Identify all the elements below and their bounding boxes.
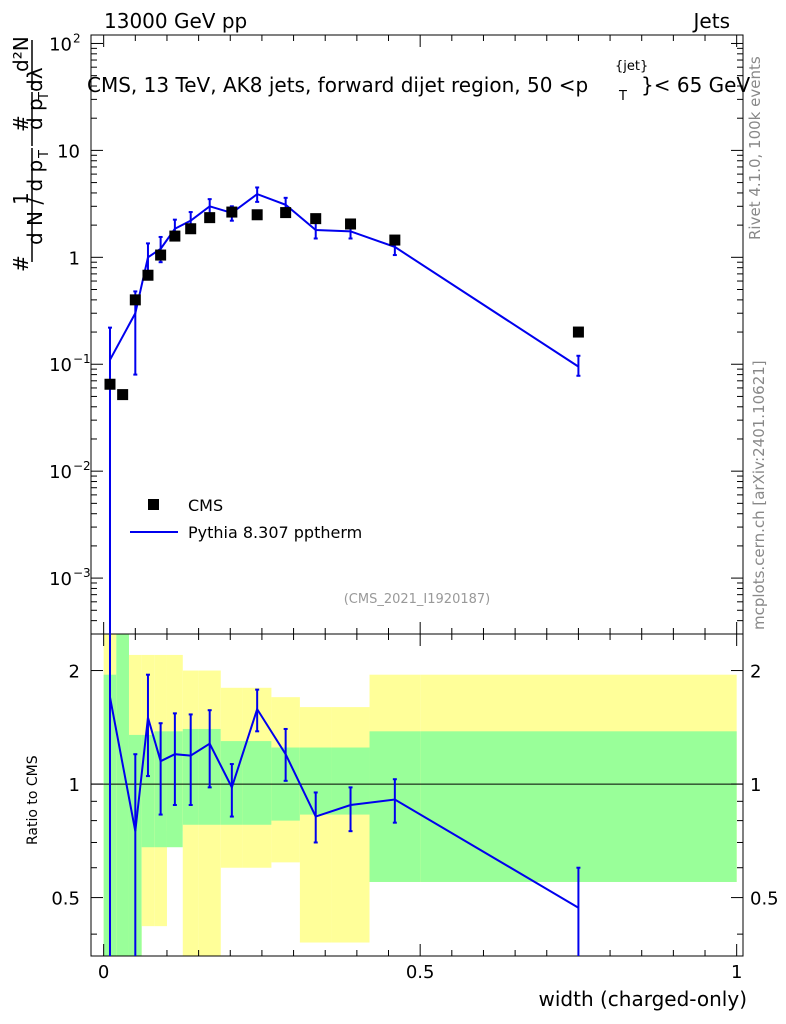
band-green-bin [420, 731, 737, 882]
y-tick-label-main: 1 [69, 248, 80, 269]
cms-point [204, 212, 216, 224]
cms-point [129, 294, 141, 306]
cms-point [310, 213, 322, 225]
svg-text:d p: d p [23, 98, 47, 130]
title-sup: {jet} [615, 59, 648, 74]
ratio-panel-frame [90, 633, 744, 957]
x-tick-label: 0 [98, 962, 109, 983]
y-tick-label-main: 10 [49, 355, 72, 376]
y-axis-label-main: # d N / d p T 1 d p T # dλ d²N [9, 36, 52, 272]
y-tick-label-main: 10 [49, 34, 72, 55]
title-sub: T [618, 89, 627, 104]
svg-text:#: # [9, 255, 33, 272]
band-green-bin [116, 634, 129, 956]
rivet-version: Rivet 4.1.0, 100k events [746, 56, 764, 240]
cms-point [572, 326, 584, 338]
pythia-line [109, 192, 579, 368]
y-tick-label-exponent: −3 [73, 566, 91, 580]
cms-point [345, 218, 357, 230]
y-tick-label-ratio: 0.5 [51, 889, 80, 910]
y-tick-label-exponent: 2 [73, 31, 81, 45]
header-left: 13000 GeV pp [104, 9, 247, 33]
band-green-bin [141, 734, 155, 848]
y-tick-label-exponent: −2 [73, 459, 91, 473]
svg-text:T: T [37, 92, 52, 101]
title-end: }< 65 GeV [641, 73, 750, 97]
y-tick-label-ratio-right: 1 [750, 775, 761, 796]
ratio-panel-data [108, 634, 581, 956]
y-tick-label-exponent: −1 [73, 352, 91, 366]
uncertainty-bands [103, 634, 737, 956]
cms-point [169, 230, 181, 242]
svg-text:d N / d p: d N / d p [23, 160, 47, 245]
svg-text:d²N: d²N [9, 36, 33, 72]
cms-point [142, 269, 154, 281]
cms-point [389, 234, 401, 246]
legend-pythia-label: Pythia 8.307 pptherm [188, 523, 362, 542]
main-panel-frame [90, 34, 744, 635]
legend: CMS Pythia 8.307 pptherm [130, 496, 362, 542]
cms-point [226, 206, 238, 218]
x-tick-label: 1 [731, 962, 742, 983]
svg-text:1: 1 [9, 192, 33, 205]
cms-point [104, 378, 116, 390]
plot-frames [90, 34, 744, 957]
svg-text:dλ: dλ [23, 67, 47, 92]
y-tick-label-ratio-right: 0.5 [750, 889, 779, 910]
main-panel-data [104, 186, 584, 634]
svg-text:#: # [9, 115, 33, 132]
y-tick-label-ratio: 1 [69, 775, 80, 796]
header-right: Jets [692, 9, 730, 33]
cms-point [155, 249, 167, 261]
plot-title: CMS, 13 TeV, AK8 jets, forward dijet reg… [87, 59, 750, 104]
legend-cms-label: CMS [188, 496, 223, 515]
x-axis-label: width (charged-only) [539, 987, 747, 1011]
cms-point [185, 223, 197, 235]
x-tick-label: 0.5 [406, 962, 435, 983]
band-green-bin [242, 741, 272, 825]
svg-text:T: T [37, 150, 52, 159]
cms-point [280, 207, 292, 219]
y-tick-label-main: 10 [57, 141, 80, 162]
y-tick-label-main: 10 [49, 462, 72, 483]
title-main: CMS, 13 TeV, AK8 jets, forward dijet reg… [87, 73, 588, 97]
y-tick-label-ratio: 2 [69, 662, 80, 683]
analysis-id: (CMS_2021_I1920187) [344, 592, 491, 607]
cms-point [117, 389, 129, 401]
mcplots-credit: mcplots.cern.ch [arXiv:2401.10621] [750, 360, 768, 630]
cms-point [251, 209, 263, 221]
y-tick-label-ratio-right: 2 [750, 662, 761, 683]
legend-cms-marker [148, 499, 159, 510]
y-axis-label-ratio: Ratio to CMS [25, 755, 41, 845]
ratio-line [109, 696, 579, 909]
y-tick-label-main: 10 [49, 569, 72, 590]
